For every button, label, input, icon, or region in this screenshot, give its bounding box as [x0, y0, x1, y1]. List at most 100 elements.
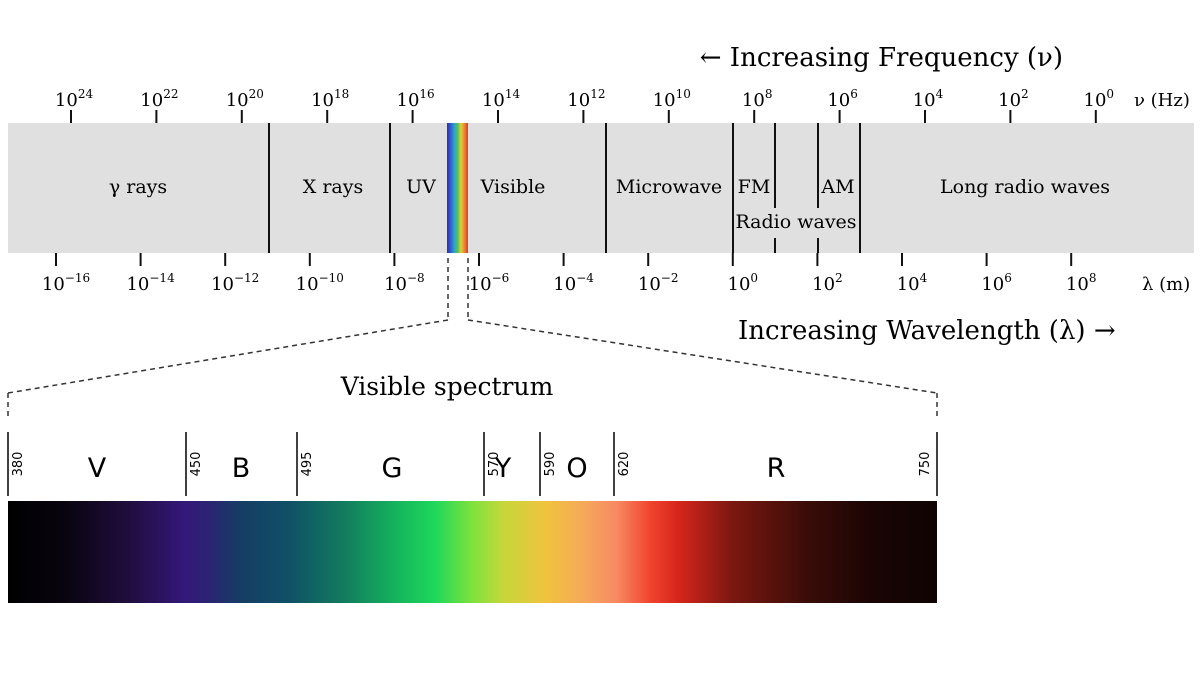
- visible-spectrum-markers: 380 450 495 570 590 620 750 V B G Y O R: [7, 432, 938, 496]
- wavelength-tick-label: 10−14: [126, 271, 175, 295]
- wavelength-tick-label-exponent: 4: [920, 271, 928, 285]
- frequency-tick-label: 1022: [140, 87, 178, 111]
- wavelength-axis-ticks: 10−16 10−14 10−12 10−10 10−8 10−6 10−4 10−2 100 1…: [42, 253, 1097, 295]
- band-label-long-radio-waves: Long radio waves: [940, 176, 1110, 198]
- wavelength-boundary-label: 620: [617, 452, 632, 477]
- color-letter: G: [382, 453, 403, 484]
- wavelength-boundary-label: 590: [543, 452, 558, 477]
- band-label-microwave: Microwave: [616, 176, 722, 198]
- wavelength-tick-label-base: 10: [553, 274, 576, 295]
- visible-spectrum-gradient-bar: [8, 501, 937, 603]
- frequency-tick-label: 1014: [482, 87, 521, 111]
- wavelength-tick-label-base: 10: [42, 274, 65, 295]
- frequency-tick-label-exponent: 10: [676, 87, 691, 101]
- frequency-tick-label-base: 10: [742, 90, 765, 111]
- wavelength-tick-label: 100: [728, 271, 759, 295]
- band-label-radio-waves: Radio waves: [735, 211, 856, 233]
- wavelength-boundary-label: 380: [11, 452, 26, 477]
- frequency-tick-label-base: 10: [653, 90, 676, 111]
- wavelength-unit-label: λ (m): [1142, 274, 1190, 295]
- frequency-tick-label-base: 10: [226, 90, 249, 111]
- frequency-tick-label-exponent: 8: [765, 87, 773, 101]
- wavelength-tick-label-exponent: 0: [750, 271, 758, 285]
- frequency-tick-label-exponent: 20: [249, 87, 264, 101]
- wavelength-tick-label-exponent: −12: [234, 271, 259, 285]
- frequency-tick-label-exponent: 4: [936, 87, 944, 101]
- wavelength-tick-label-base: 10: [384, 274, 407, 295]
- wavelength-tick-label: 10−6: [469, 271, 510, 295]
- frequency-tick-label: 1012: [567, 87, 605, 111]
- frequency-tick-label-base: 10: [827, 90, 850, 111]
- wavelength-boundary-label: 495: [300, 452, 315, 477]
- wavelength-tick-label-base: 10: [638, 274, 661, 295]
- frequency-tick-label-base: 10: [140, 90, 163, 111]
- wavelength-tick-label: 10−4: [553, 271, 594, 295]
- frequency-tick-label-exponent: 12: [590, 87, 605, 101]
- color-letter: B: [232, 453, 251, 484]
- frequency-tick-label: 106: [827, 87, 858, 111]
- frequency-tick-label-base: 10: [567, 90, 590, 111]
- frequency-tick-label-exponent: 0: [1106, 87, 1114, 101]
- zoom-diagonal-right: [467, 319, 938, 394]
- band-label-am: AM: [820, 176, 854, 198]
- band-label-x-rays: X rays: [303, 176, 363, 198]
- wavelength-axis-title: Increasing Wavelength (λ) →: [738, 316, 1116, 346]
- frequency-tick-label-base: 10: [397, 90, 420, 111]
- wavelength-tick-label: 104: [897, 271, 928, 295]
- band-label-fm: FM: [738, 176, 771, 198]
- wavelength-tick-label: 10−2: [638, 271, 679, 295]
- frequency-tick-label-base: 10: [482, 90, 505, 111]
- frequency-tick-label-exponent: 24: [78, 87, 94, 101]
- wavelength-tick-label: 10−8: [384, 271, 425, 295]
- band-dividers: [268, 123, 861, 253]
- frequency-tick-label-exponent: 18: [334, 87, 349, 101]
- wavelength-tick-label-exponent: 8: [1089, 271, 1097, 285]
- wavelength-boundary-label: 570: [487, 452, 502, 477]
- frequency-tick-label: 1024: [55, 87, 94, 111]
- wavelength-tick-label-base: 10: [469, 274, 492, 295]
- frequency-unit-label: ν (Hz): [1134, 90, 1190, 111]
- band-label-gamma-rays: γ rays: [109, 176, 167, 198]
- wavelength-tick-label-base: 10: [812, 274, 835, 295]
- frequency-tick-label-base: 10: [998, 90, 1021, 111]
- frequency-tick-label: 100: [1084, 87, 1115, 111]
- band-label-uv: UV: [406, 176, 436, 198]
- wavelength-tick-label-exponent: −16: [65, 271, 90, 285]
- wavelength-tick-label-base: 10: [296, 274, 319, 295]
- wavelength-tick-label: 106: [981, 271, 1012, 295]
- frequency-tick-label: 1018: [311, 87, 349, 111]
- wavelength-tick-label: 10−16: [42, 271, 90, 295]
- frequency-tick-label: 1010: [653, 87, 691, 111]
- frequency-tick-label-base: 10: [55, 90, 78, 111]
- band-label-visible: Visible: [480, 176, 546, 198]
- wavelength-tick-label-exponent: −10: [319, 271, 344, 285]
- em-band-background: [8, 123, 1194, 253]
- frequency-axis-ticks: 1024 1022 1020 1018 1016 1014 1012 1010 108 106 10…: [55, 87, 1114, 123]
- wavelength-tick-label-exponent: −2: [661, 271, 679, 285]
- wavelength-tick-label-exponent: 2: [835, 271, 843, 285]
- wavelength-tick-label-exponent: −4: [576, 271, 594, 285]
- wavelength-tick-label-base: 10: [211, 274, 234, 295]
- color-letter: O: [566, 453, 587, 484]
- zoom-diagonal-left: [7, 319, 449, 394]
- wavelength-tick-label-exponent: 6: [1004, 271, 1012, 285]
- frequency-tick-label: 1020: [226, 87, 264, 111]
- wavelength-tick-label-exponent: −14: [149, 271, 175, 285]
- frequency-tick-label-exponent: 2: [1021, 87, 1029, 101]
- color-letter: Y: [494, 453, 512, 484]
- wavelength-tick-label-exponent: −6: [492, 271, 510, 285]
- wavelength-tick-label: 108: [1066, 271, 1097, 295]
- wavelength-tick-label-exponent: −8: [407, 271, 425, 285]
- frequency-tick-label-exponent: 14: [505, 87, 521, 101]
- wavelength-tick-label-base: 10: [728, 274, 751, 295]
- wavelength-tick-label-base: 10: [1066, 274, 1089, 295]
- wavelength-tick-label-base: 10: [897, 274, 920, 295]
- wavelength-boundary-label: 450: [189, 452, 204, 477]
- frequency-axis-title: ← Increasing Frequency (ν): [700, 43, 1063, 73]
- frequency-tick-label: 1016: [397, 87, 435, 111]
- visible-spectrum-title: Visible spectrum: [340, 372, 554, 401]
- frequency-tick-label-base: 10: [913, 90, 936, 111]
- frequency-tick-label-base: 10: [1084, 90, 1107, 111]
- frequency-tick-label-exponent: 6: [850, 87, 858, 101]
